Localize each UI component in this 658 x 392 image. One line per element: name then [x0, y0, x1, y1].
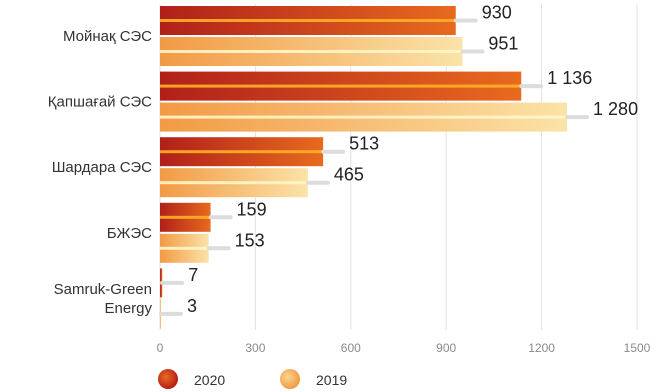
bar-highlight — [160, 84, 522, 88]
legend-marker-2019 — [280, 369, 300, 389]
legend-label-2019: 2019 — [316, 372, 347, 388]
x-tick-label: 1200 — [528, 341, 555, 355]
bar-highlight — [160, 19, 456, 22]
value-label-2019: 951 — [488, 34, 518, 54]
category-label: Samruk-Green — [54, 281, 152, 298]
x-tick-label: 0 — [157, 341, 164, 355]
bar-highlight — [160, 246, 209, 250]
bars — [160, 6, 568, 329]
category-label: БЖЭС — [107, 225, 152, 242]
category-labels: Мойнақ СЭС Қапшағай СЭС Шардара СЭС БЖЭС Sam… — [48, 28, 153, 317]
x-tick-label: 1500 — [624, 341, 651, 355]
legend: 2020 2019 — [158, 369, 347, 389]
x-tick-label: 900 — [436, 341, 456, 355]
category-label: Қапшағай СЭС — [48, 94, 152, 111]
value-label-2020: 1 136 — [547, 68, 592, 88]
bar-highlight — [160, 115, 568, 119]
bar-highlight — [160, 150, 324, 154]
category-label: Шардара СЭС — [52, 159, 152, 176]
value-label-2020: 930 — [482, 3, 512, 23]
x-axis-ticks: 0 300 600 900 1200 1500 — [157, 341, 651, 355]
legend-label-2020: 2020 — [194, 372, 225, 388]
bar-highlight — [160, 50, 463, 53]
category-label: Energy — [104, 300, 152, 317]
bar-highlight — [160, 181, 308, 185]
x-tick-label: 300 — [245, 341, 265, 355]
value-label-2019: 1 280 — [593, 99, 638, 119]
bar-highlight — [160, 215, 211, 219]
category-label: Мойнақ СЭС — [63, 28, 152, 45]
value-label-2020: 159 — [237, 199, 267, 219]
value-label-2020: 513 — [349, 134, 379, 154]
value-label-2019: 153 — [235, 230, 265, 250]
legend-marker-2020 — [158, 369, 178, 389]
value-label-2020: 7 — [188, 265, 198, 285]
value-label-2019: 3 — [187, 296, 197, 316]
x-tick-label: 600 — [341, 341, 361, 355]
value-label-2019: 465 — [334, 165, 364, 185]
